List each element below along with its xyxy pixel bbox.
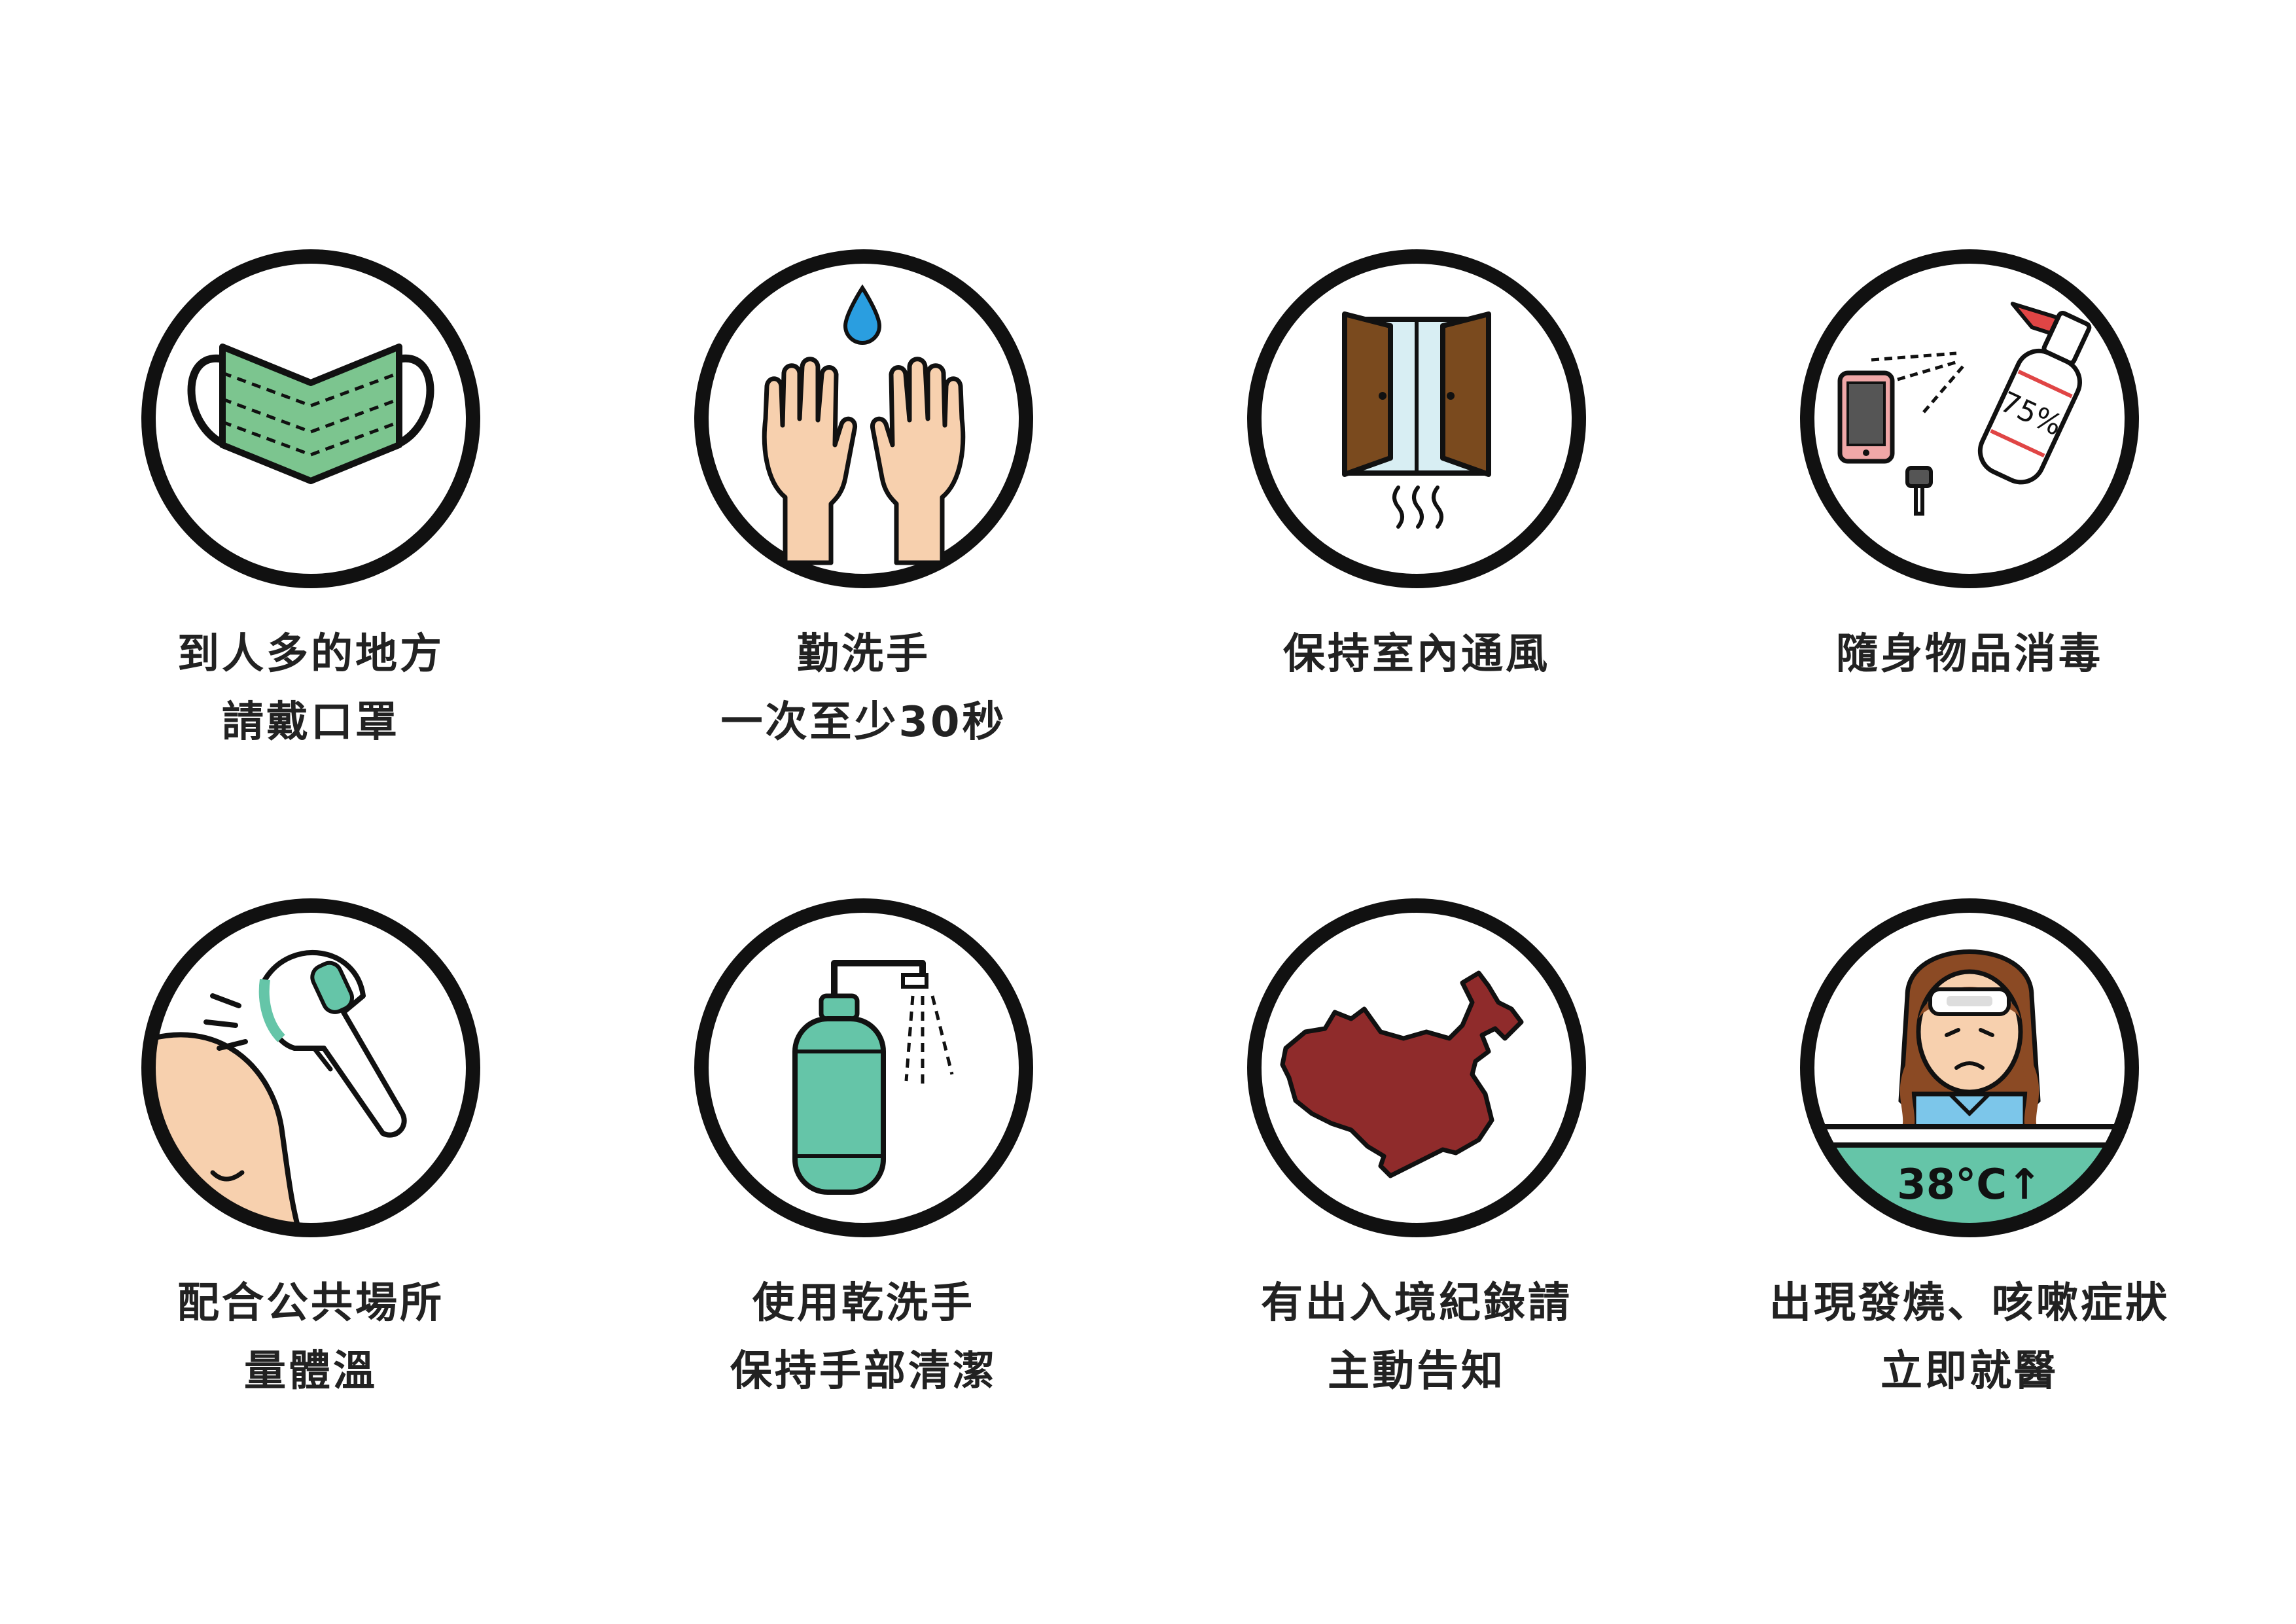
- tip-card-fever: 38°C↑ 出現發燒、咳嗽症狀 立即就醫: [1721, 898, 2218, 1487]
- tip-card-disinfect: 75% 隨身物品消毒: [1721, 249, 2218, 838]
- tip-card-handwash: 勤洗手 一次至少30秒: [615, 249, 1112, 838]
- tip-caption: 有出入境紀錄請 主動告知: [1261, 1279, 1572, 1396]
- tip-card-temperature: 配合公共場所 量體溫: [62, 898, 559, 1487]
- tip-caption: 配合公共場所 量體溫: [177, 1279, 444, 1396]
- tip-card-sanitizer: 使用乾洗手 保持手部清潔: [615, 898, 1112, 1487]
- tip-caption: 使用乾洗手 保持手部清潔: [730, 1279, 997, 1396]
- disinfect-spray-icon: 75%: [1799, 249, 2140, 589]
- travel-map-icon: [1246, 898, 1587, 1238]
- tip-caption: 出現發燒、咳嗽症狀 立即就醫: [1769, 1279, 2170, 1396]
- tip-caption: 勤洗手 一次至少30秒: [720, 630, 1007, 747]
- hand-sanitizer-icon: [694, 898, 1034, 1238]
- hand-washing-icon: [694, 249, 1034, 589]
- tip-card-mask: 到人多的地方 請戴口罩: [62, 249, 559, 838]
- water-drop-icon: [843, 284, 882, 345]
- tip-card-travel: 有出入境紀錄請 主動告知: [1168, 898, 1665, 1487]
- fever-temperature-label: 38°C↑: [1897, 1161, 2042, 1209]
- fever-girl-icon: 38°C↑: [1799, 898, 2140, 1238]
- tip-card-ventilation: 保持室內通風: [1168, 249, 1665, 838]
- tip-caption: 隨身物品消毒: [1836, 630, 2103, 679]
- forehead-thermometer-icon: [141, 898, 481, 1238]
- key-icon: [1905, 466, 1933, 488]
- tip-caption: 保持室內通風: [1283, 630, 1550, 679]
- face-mask-icon: [141, 249, 481, 589]
- open-window-icon: [1246, 249, 1587, 589]
- tip-caption: 到人多的地方 請戴口罩: [177, 630, 444, 747]
